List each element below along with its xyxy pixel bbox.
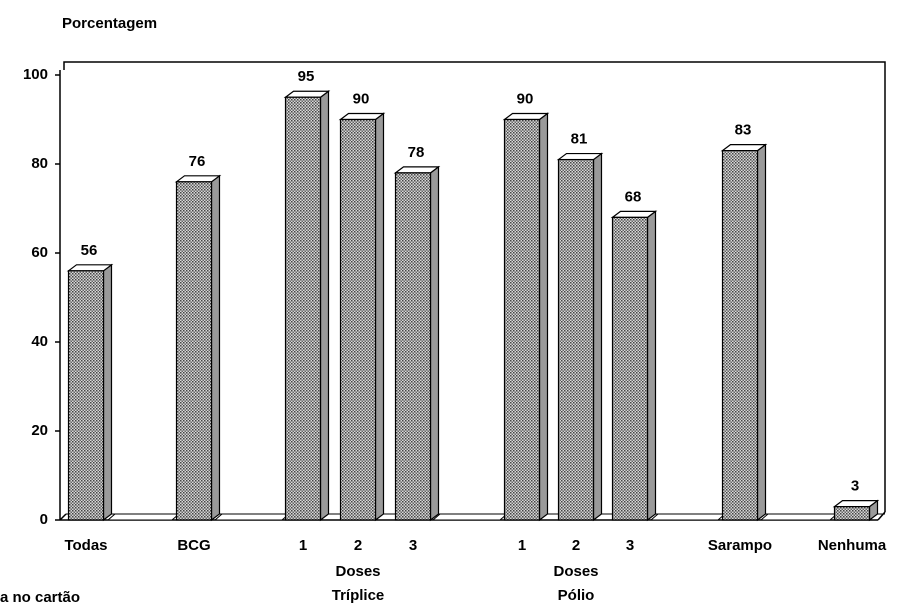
- bar: [66, 263, 114, 522]
- bar-front: [833, 506, 871, 521]
- y-tick-label: 20: [31, 422, 48, 439]
- bar-side: [538, 112, 549, 522]
- group-label: Tríplice: [332, 587, 385, 604]
- value-label: 95: [298, 68, 315, 85]
- bar: [283, 90, 331, 522]
- x-tick-label: 1: [299, 537, 307, 554]
- x-tick-label: 3: [409, 537, 417, 554]
- bar: [502, 112, 550, 522]
- bar: [720, 143, 768, 522]
- x-tick-label: 2: [354, 537, 362, 554]
- bar: [338, 112, 386, 522]
- bar-side: [429, 165, 440, 522]
- bar-side: [319, 90, 330, 522]
- bar-front: [611, 216, 649, 521]
- group-label: Doses: [335, 563, 380, 580]
- group-label: Pólio: [558, 587, 595, 604]
- group-label: Doses: [553, 563, 598, 580]
- floor-slab: [649, 513, 727, 521]
- bar-front: [721, 150, 759, 521]
- bar-front: [557, 158, 595, 521]
- value-label: 76: [189, 153, 206, 170]
- bar-top: [66, 264, 114, 272]
- bar-top: [283, 90, 331, 98]
- bar-top: [720, 144, 768, 152]
- bar-top: [832, 500, 880, 508]
- bar: [393, 165, 441, 522]
- y-axis-label: Porcentagem: [62, 15, 157, 32]
- y-tick-label: 80: [31, 155, 48, 172]
- bar-side: [646, 210, 657, 522]
- x-tick-label: Sarampo: [708, 537, 772, 554]
- y-tick-label: 100: [23, 66, 48, 83]
- bar: [610, 210, 658, 522]
- x-tick-label: Todas: [64, 537, 107, 554]
- x-tick-label: 3: [626, 537, 634, 554]
- bar: [174, 174, 222, 522]
- bar: [832, 499, 880, 522]
- value-label: 90: [517, 90, 534, 107]
- x-tick-label: 1: [518, 537, 526, 554]
- bar-side: [756, 143, 767, 522]
- bar-front: [67, 270, 105, 521]
- bar-top: [556, 152, 604, 161]
- value-label: 3: [851, 478, 859, 495]
- value-label: 68: [625, 188, 642, 205]
- floor-slab: [213, 513, 291, 521]
- bar-front: [339, 118, 377, 521]
- bar-top: [338, 112, 386, 121]
- y-tick-label: 0: [40, 511, 48, 528]
- floor-slab: [106, 513, 181, 521]
- floor-slab: [759, 513, 839, 521]
- value-label: 56: [81, 242, 98, 259]
- value-label: 78: [408, 144, 425, 161]
- bar-side: [102, 263, 113, 522]
- bar-top: [610, 210, 658, 218]
- value-label: 81: [571, 131, 588, 148]
- bar-top: [174, 175, 222, 183]
- bar-side: [210, 174, 221, 522]
- annotation: a no cartão: [0, 589, 80, 606]
- bar-side: [592, 152, 603, 522]
- bar-front: [394, 172, 432, 521]
- floor-slab: [431, 513, 509, 521]
- bar-front: [284, 96, 322, 521]
- y-tick-label: 40: [31, 333, 48, 350]
- bar: [556, 152, 604, 522]
- bar-top: [502, 112, 550, 121]
- x-tick-label: 2: [572, 537, 580, 554]
- x-tick-label: BCG: [177, 537, 210, 554]
- bar-top: [393, 166, 441, 174]
- value-label: 90: [353, 90, 370, 107]
- value-label: 83: [735, 122, 752, 139]
- bar-side: [374, 112, 385, 522]
- bar-front: [503, 118, 541, 521]
- x-tick-label: Nenhuma: [818, 537, 887, 554]
- bar-front: [175, 181, 213, 521]
- y-tick-label: 60: [31, 244, 48, 261]
